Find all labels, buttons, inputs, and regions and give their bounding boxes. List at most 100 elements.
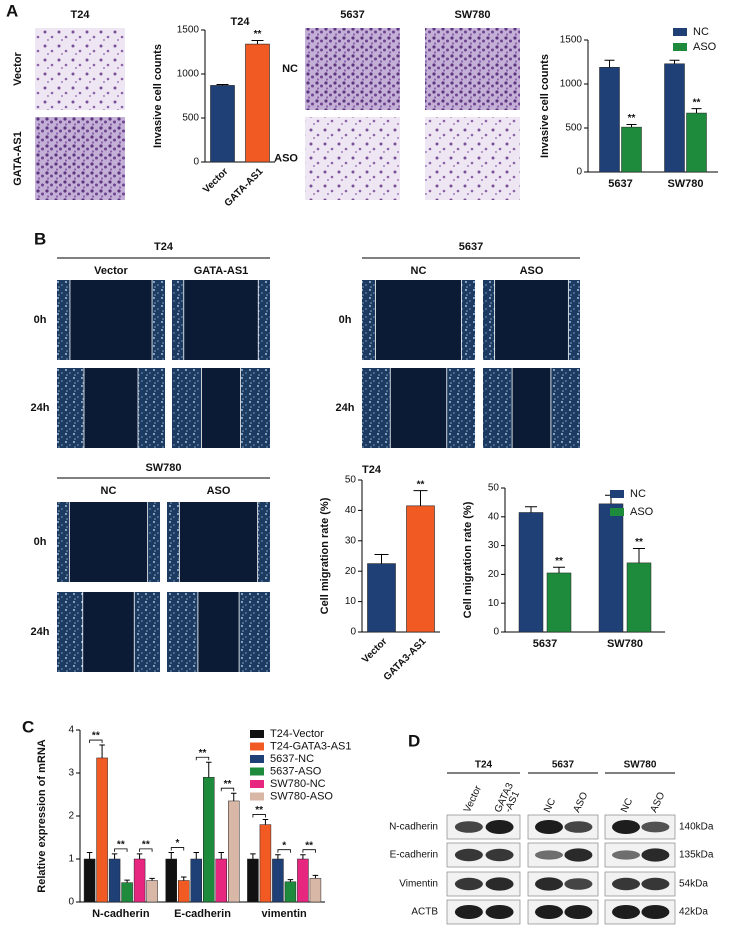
cell-front [57, 502, 70, 582]
bar [215, 858, 227, 903]
x-tick-label: GATA3-AS1 [382, 636, 429, 683]
row-label: 24h [31, 402, 50, 414]
row-label: Vector [12, 51, 24, 85]
row-label: 0h [339, 314, 352, 326]
y-tick-label: 1500 [560, 35, 583, 46]
blot-band [454, 877, 483, 891]
y-tick-label: 40 [488, 511, 500, 522]
bar [133, 858, 146, 903]
column-label: Vector [94, 265, 128, 277]
legend-swatch [250, 755, 264, 763]
y-tick-label: 0 [493, 627, 499, 638]
error-bar [262, 818, 269, 825]
size-label: 54kDa [679, 879, 708, 890]
blot-band [535, 905, 563, 919]
cell-front [57, 280, 70, 360]
error-bar [669, 59, 680, 64]
image-title: T24 [71, 9, 91, 21]
legend-swatch [250, 767, 264, 776]
y-tick-label: 50 [345, 475, 357, 486]
legend-label: 5637-NC [270, 753, 314, 765]
error-bar [251, 40, 264, 45]
column-label: NC [101, 485, 117, 497]
micrograph [305, 28, 400, 110]
bar [96, 757, 108, 903]
bar [108, 858, 121, 903]
bar [546, 572, 572, 633]
significance-bracket [139, 848, 153, 852]
bar [284, 881, 297, 903]
cell-front [446, 368, 475, 448]
x-tick-label: N-cadherin [92, 908, 150, 920]
cell-front [167, 592, 198, 672]
y-axis-label: Relative expression of mRNA [36, 739, 48, 892]
significance: ** [199, 748, 207, 759]
legend-swatch [610, 490, 624, 498]
cell-front [550, 368, 580, 448]
error-bar [86, 852, 93, 859]
y-tick-label: 10 [345, 596, 357, 607]
bar [664, 63, 685, 173]
protein-label: N-cadherin [389, 822, 438, 833]
x-tick-label: 5637 [533, 638, 557, 650]
blot-band [641, 848, 670, 862]
significance-bracket [252, 814, 266, 818]
error-bar [181, 876, 187, 881]
y-tick-label: 1 [68, 854, 74, 865]
blot-band [485, 820, 514, 834]
error-bar [413, 490, 428, 506]
bar [203, 777, 215, 903]
significance: ** [305, 840, 313, 851]
bar [297, 858, 309, 903]
bar [146, 880, 158, 903]
row-label: 0h [34, 536, 47, 548]
blot-band [612, 905, 640, 919]
bar [367, 563, 396, 633]
blot-band [564, 878, 593, 890]
column-label: ASO [207, 485, 231, 497]
blot-band [564, 905, 593, 919]
blot-band [612, 877, 640, 891]
significance-bracket [302, 849, 316, 853]
size-label: 135kDa [679, 850, 714, 861]
chart-title: T24 [231, 16, 251, 28]
cell-front [239, 592, 270, 672]
error-bar [124, 879, 130, 883]
lane-label: Vector [462, 783, 484, 814]
x-tick-label: E-cadherin [174, 908, 231, 920]
error-bar [168, 852, 174, 859]
y-tick-label: 1500 [177, 25, 200, 36]
bar [228, 800, 240, 903]
blot-band [535, 877, 563, 891]
error-bar [525, 506, 537, 513]
bar [406, 505, 435, 633]
cell-front [167, 502, 180, 582]
bar [121, 882, 133, 903]
block-title: 5637 [459, 241, 483, 253]
legend-label: NC [630, 488, 646, 500]
cell-front [57, 592, 83, 672]
panel-label: C [22, 717, 34, 736]
error-bar [374, 553, 389, 564]
y-tick-label: 30 [345, 535, 357, 546]
bar [309, 878, 322, 903]
y-tick-label: 1000 [560, 79, 583, 90]
error-bar [193, 852, 199, 859]
lane-label: ASO [649, 790, 668, 814]
y-tick-label: 0 [576, 167, 582, 178]
error-bar [250, 853, 256, 859]
error-bar [99, 744, 105, 758]
error-bar [691, 108, 702, 114]
significance-bracket [170, 847, 185, 851]
bar [626, 562, 652, 633]
bar [518, 512, 544, 633]
significance: ** [224, 779, 232, 790]
y-tick-label: 10 [488, 598, 500, 609]
significance: ** [635, 537, 643, 548]
column-label: 5637 [340, 9, 364, 21]
y-tick-label: 0 [350, 627, 356, 638]
legend-label: ASO [630, 506, 654, 518]
legend-swatch [250, 792, 264, 801]
